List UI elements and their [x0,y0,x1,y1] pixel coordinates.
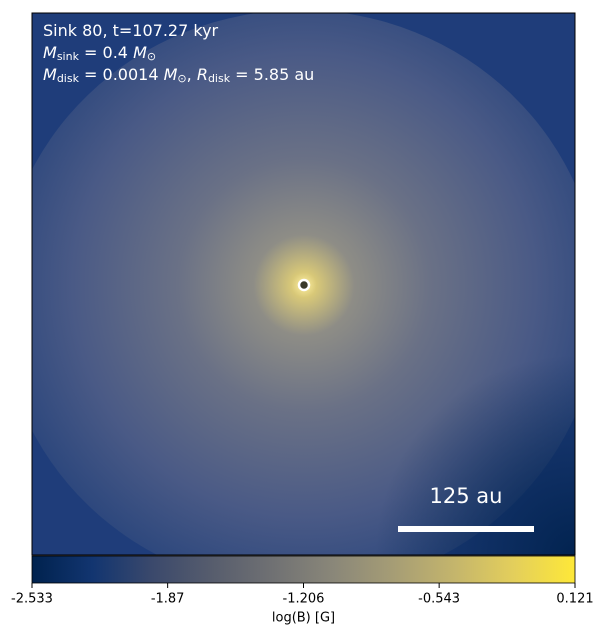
annotation-text: = 0.0014 [79,65,164,84]
annotation-line: Mdisk = 0.0014 M⊙, Rdisk = 5.85 au [43,65,314,86]
annotation-text: M [133,43,147,62]
annotation-text: sink [57,50,80,63]
colorbar-tick-label: -2.533 [11,592,53,607]
colorbar [31,555,576,584]
annotation-text: = 0.4 [79,43,133,62]
annotation-text: M [164,65,178,84]
field-image [32,13,575,555]
frame [31,12,576,556]
sink-marker [297,278,311,292]
colorbar-label: log(B) [G] [272,611,335,626]
annotation-text: R [197,65,208,84]
annotation-text: ⊙ [177,72,186,85]
annotation-line: Sink 80, t=107.27 kyr [43,21,219,40]
colorbar-tick-label: -1.87 [151,592,185,607]
annotation-line: Msink = 0.4 M⊙ [43,43,156,64]
annotation-text: disk [208,72,231,85]
annotation-text: M [43,43,57,62]
scale-bar-label: 125 au [430,484,503,508]
annotation-text: ⊙ [147,50,156,63]
annotation-text: = 5.85 au [230,65,314,84]
annotation-text: M [43,65,57,84]
annotation-text: , [187,65,197,84]
colorbar-tick-label: 0.121 [556,592,593,607]
annotation-text: disk [57,72,80,85]
colorbar-tick-label: -1.206 [283,592,325,607]
annotation-text: Sink 80, t=107.27 kyr [43,21,219,40]
colorbar-tick-label: -0.543 [418,592,460,607]
